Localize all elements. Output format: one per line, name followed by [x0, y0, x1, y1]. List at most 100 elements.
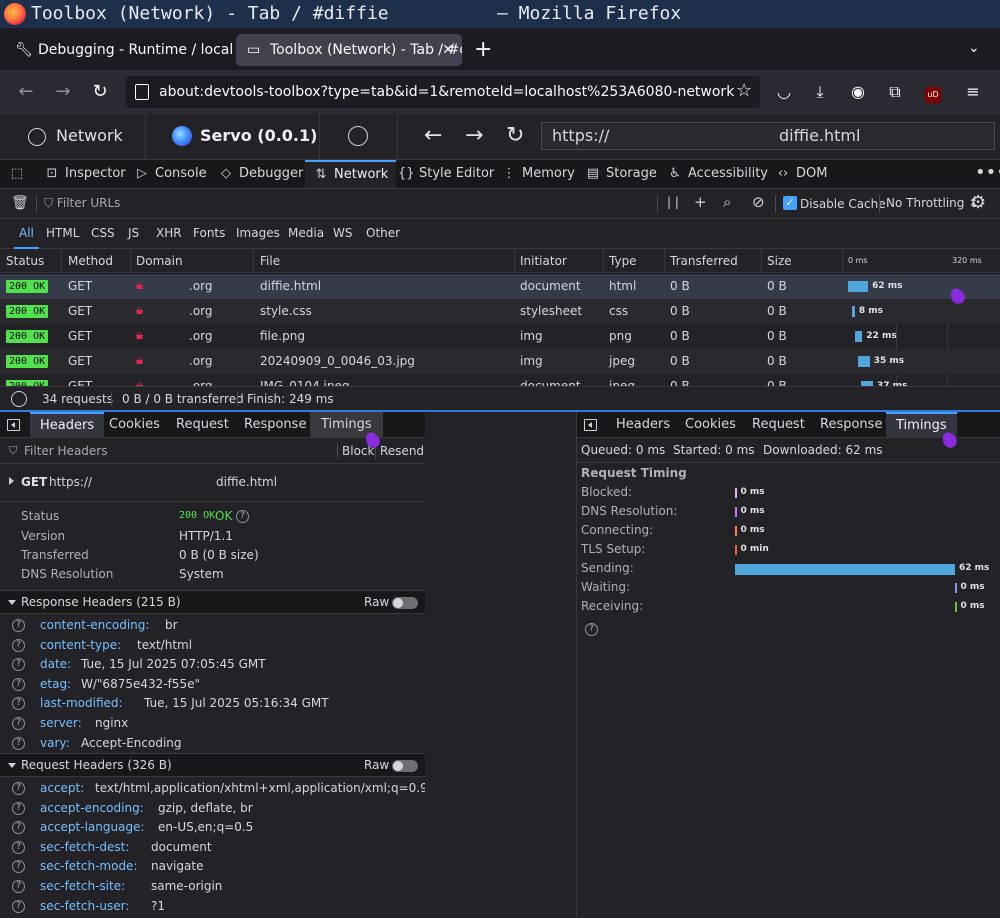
tab-headers[interactable]: Headers: [616, 417, 671, 432]
browser-tab-debugging[interactable]: 🔧︎ Debugging - Runtime / local: [4, 34, 232, 66]
tab-cookies[interactable]: Cookies: [685, 417, 736, 432]
remote-back-button[interactable]: ←: [424, 123, 443, 148]
filter-headers-input[interactable]: Filter Headers: [24, 444, 108, 458]
tab-cookies[interactable]: Cookies: [109, 417, 160, 432]
tab-request[interactable]: Request: [752, 417, 805, 432]
tab-accessibility[interactable]: ♿︎ Accessibility: [667, 160, 768, 188]
filter-ws[interactable]: WS: [333, 226, 353, 240]
tab-response[interactable]: Response: [820, 417, 883, 432]
column-file[interactable]: File: [260, 254, 281, 268]
remote-url-input[interactable]: https:// diffie.html: [541, 122, 995, 150]
column-domain[interactable]: Domain: [136, 254, 183, 268]
filter-xhr[interactable]: XHR: [156, 226, 182, 240]
raw-toggle[interactable]: [392, 760, 418, 772]
column-status[interactable]: Status: [6, 254, 45, 268]
extensions-icon[interactable]: ⧉: [889, 82, 901, 101]
table-row[interactable]: 200 OK GET .org diffie.html document html 0 B 0…: [0, 274, 1000, 299]
table-row[interactable]: 200 OK GET .org file.png img png 0 B 0 B 🔒︎ 22 ms: [0, 324, 1000, 349]
help-question-icon[interactable]: ?: [585, 623, 598, 636]
bookmark-star-icon[interactable]: ☆: [736, 80, 753, 101]
disable-cache-checkbox[interactable]: ✓: [783, 196, 797, 210]
list-all-tabs-chevron-icon[interactable]: ⌄: [968, 40, 980, 56]
help-question-icon[interactable]: ?: [12, 899, 25, 913]
search-icon[interactable]: ⌕: [723, 193, 732, 211]
help-question-icon[interactable]: ?: [12, 860, 25, 874]
more-options-icon[interactable]: •••: [975, 162, 1000, 183]
raw-toggle[interactable]: [392, 597, 418, 609]
filter-media[interactable]: Media: [288, 226, 325, 240]
tab-request[interactable]: Request: [176, 417, 229, 432]
help-question-icon[interactable]: ?: [12, 677, 25, 691]
response-headers-section[interactable]: Response Headers (215 B) Raw: [0, 590, 425, 614]
element-picker-icon[interactable]: ⬚: [10, 166, 24, 181]
help-question-icon[interactable]: ?: [12, 638, 25, 652]
tab-inspector[interactable]: ⊡ Inspector: [44, 160, 126, 188]
filter-other[interactable]: Other: [366, 226, 401, 240]
close-tab-icon[interactable]: ✕: [442, 42, 454, 58]
block-button[interactable]: Block: [342, 444, 375, 458]
pocket-icon[interactable]: ◡: [777, 82, 791, 101]
column-method[interactable]: Method: [68, 254, 114, 268]
request-url-summary[interactable]: GET https:// diffie.html: [0, 464, 425, 502]
remote-forward-button[interactable]: →: [465, 123, 484, 148]
toggle-sidebar-icon[interactable]: [7, 419, 20, 431]
browser-tab-toolbox[interactable]: ▭ Toolbox (Network) - Tab / #d ✕: [236, 34, 462, 66]
filter-fonts[interactable]: Fonts: [193, 226, 226, 240]
request-headers-section[interactable]: Request Headers (326 B) Raw: [0, 753, 425, 777]
help-question-icon[interactable]: ?: [236, 510, 249, 523]
back-button[interactable]: ←: [18, 81, 34, 102]
network-settings-gear-icon[interactable]: ⚙: [970, 192, 987, 213]
filter-urls-input[interactable]: ⛉ Filter URLs: [44, 189, 120, 217]
timing-label: DNS Resolution:: [581, 504, 678, 518]
throttling-select[interactable]: No Throttling ↕: [886, 196, 979, 210]
remote-reload-button[interactable]: ↻: [506, 123, 525, 148]
tab-network[interactable]: ⇅ Network: [305, 160, 397, 188]
help-question-icon[interactable]: ?: [12, 880, 25, 893]
hamburger-menu-icon[interactable]: ≡: [966, 82, 980, 101]
tab-console[interactable]: ▷ Console: [134, 160, 207, 188]
reload-button[interactable]: ↻: [92, 81, 108, 102]
filter-js[interactable]: JS: [128, 226, 140, 240]
filter-html[interactable]: HTML: [46, 226, 80, 240]
tab-style-editor[interactable]: {} Style Editor: [398, 160, 494, 188]
clear-requests-trash-icon[interactable]: 🗑︎: [11, 195, 29, 211]
tab-response[interactable]: Response: [244, 417, 307, 432]
help-question-icon[interactable]: ?: [12, 619, 25, 632]
new-tab-button[interactable]: +: [474, 37, 493, 62]
column-size[interactable]: Size: [767, 254, 792, 268]
help-question-icon[interactable]: ?: [12, 782, 25, 795]
url-bar[interactable]: about:devtools-toolbox?type=tab&id=1&rem…: [126, 76, 760, 108]
tab-timings[interactable]: Timings: [886, 412, 957, 438]
help-question-icon[interactable]: ?: [12, 736, 25, 750]
ublock-origin-icon[interactable]: uD: [921, 80, 945, 104]
column-transferred[interactable]: Transferred: [670, 254, 738, 268]
downloads-icon[interactable]: ⤓: [816, 82, 824, 101]
help-question-icon[interactable]: ?: [12, 697, 25, 711]
help-question-icon[interactable]: ?: [12, 717, 25, 730]
request-blocking-icon[interactable]: ⊘: [752, 193, 765, 211]
tab-debugger[interactable]: ◇ Debugger: [218, 160, 303, 188]
filter-all[interactable]: All: [14, 219, 39, 249]
add-request-icon[interactable]: +: [694, 193, 707, 211]
resend-button[interactable]: Resend: [380, 444, 425, 458]
account-icon[interactable]: ◉: [851, 82, 865, 101]
help-question-icon[interactable]: ?: [12, 801, 25, 815]
tab-memory[interactable]: ⋮ Memory: [501, 160, 575, 188]
tab-headers[interactable]: Headers: [30, 412, 105, 438]
help-question-icon[interactable]: ?: [12, 658, 25, 672]
tab-dom[interactable]: ‹› DOM: [775, 160, 828, 188]
filter-images[interactable]: Images: [236, 226, 280, 240]
pause-recording-icon[interactable]: | |: [667, 195, 679, 209]
toggle-sidebar-icon[interactable]: [584, 419, 597, 431]
table-row[interactable]: 200 OK GET .org 20240909_0_0046_03.jpg img jp…: [0, 349, 1000, 374]
table-row[interactable]: 200 OK GET .org style.css stylesheet css 0 B 0 …: [0, 299, 1000, 324]
forward-button[interactable]: →: [55, 81, 71, 102]
url-input[interactable]: about:devtools-toolbox?type=tab&id=1&rem…: [159, 84, 735, 100]
help-question-icon[interactable]: ?: [12, 840, 25, 854]
table-row[interactable]: 200 OK GET .org IMG_0104.jpeg document jpeg 0 …: [0, 374, 1000, 386]
column-type[interactable]: Type: [609, 254, 637, 268]
filter-css[interactable]: CSS: [91, 226, 115, 240]
help-question-icon[interactable]: ?: [12, 821, 25, 835]
column-initiator[interactable]: Initiator: [520, 254, 567, 268]
tab-storage[interactable]: ▤ Storage: [585, 160, 657, 188]
